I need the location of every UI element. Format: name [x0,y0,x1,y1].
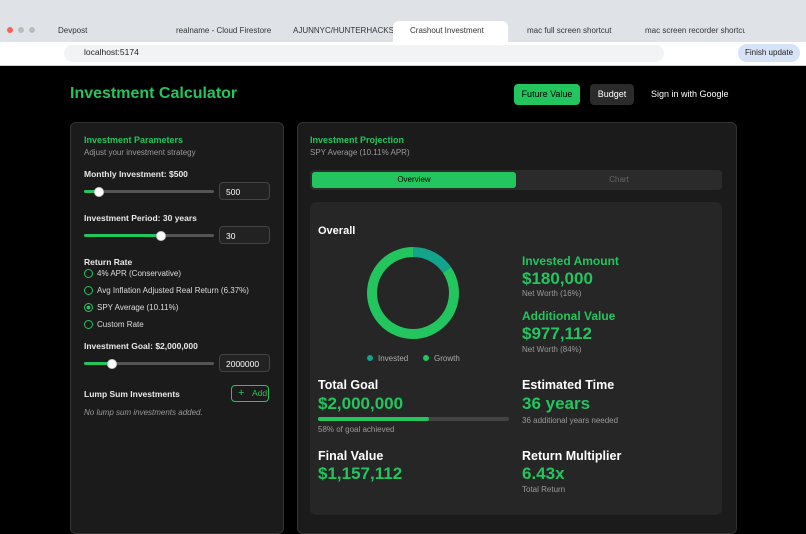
tab[interactable]: Crashout Investment [410,26,484,35]
empty-note: No lump sum investments added. [84,408,203,417]
panel-title: Investment Parameters [84,135,184,145]
stat-label: Total Goal [318,378,379,392]
field-label: Monthly Investment: $500 [84,169,188,179]
stat-value: $2,000,000 [318,394,404,413]
field-label: Investment Goal: $2,000,000 [84,341,198,351]
legend-dot [423,355,429,361]
stat-note: 58% of goal achieved [318,425,395,434]
radio[interactable] [84,320,93,329]
tab-bar: Devpost realname - Cloud Firestore AJUNN… [0,0,806,42]
stat-label: Return Multiplier [522,449,622,463]
progress-track [318,417,509,421]
slider[interactable] [84,231,214,241]
nav-button[interactable]: Future Value [514,84,580,105]
stat-label: Additional Value [522,309,616,323]
radio[interactable] [84,269,93,278]
stat-label: Final Value [318,449,384,463]
radio-label[interactable]: Avg Inflation Adjusted Real Return (6.37… [97,286,249,295]
panel-subtitle: Adjust your investment strategy [84,148,196,157]
plus-icon: + [238,387,245,399]
donut-segment [367,247,459,339]
tab[interactable]: Chart [609,175,629,184]
stat-note: Net Worth (16%) [522,289,582,298]
tab[interactable]: mac screen recorder shortcut [645,26,745,35]
stat-value: 36 years [522,394,591,413]
field-label: Investment Period: 30 years [84,213,197,223]
radio[interactable] [84,286,93,295]
app-title: Investment Calculator [70,85,238,102]
number-input[interactable]: 2000000 [219,354,270,372]
radio-label[interactable]: SPY Average (10.11%) [97,303,179,312]
field-label: Return Rate [84,257,133,267]
legend-label: Invested [378,354,408,363]
stat-note: Net Worth (84%) [522,345,582,354]
tab-active[interactable]: Overview [312,172,516,188]
slider[interactable] [84,359,214,369]
number-input[interactable]: 500 [219,182,270,200]
overview-card [310,202,722,515]
update-button[interactable]: Finish update [738,44,800,62]
legend-label: Growth [434,354,460,363]
stat-value: $180,000 [522,269,593,288]
active-tab [393,21,508,42]
donut-segment [412,247,452,274]
radio-label[interactable]: 4% APR (Conservative) [97,269,182,278]
panel-title: Investment Projection [310,135,405,145]
tab[interactable]: realname - Cloud Firestore [176,26,272,35]
section-title: Overall [318,225,356,237]
add-button[interactable]: Add [231,385,269,402]
panel-subtitle: SPY Average (10.11% APR) [310,148,410,157]
radio-selected[interactable] [84,303,93,312]
nav-button[interactable]: Budget [590,84,634,105]
stat-label: Invested Amount [522,254,619,268]
stat-note: Total Return [522,485,566,494]
tab[interactable]: AJUNNYC/HUNTERHACKS [293,26,393,35]
radio-label[interactable]: Custom Rate [97,320,144,329]
stat-value: $1,157,112 [318,464,403,483]
omnibox[interactable] [64,45,664,62]
stat-note: 36 additional years needed [522,416,619,425]
min-dot[interactable] [18,27,24,33]
stat-value: $977,112 [522,324,592,343]
field-label: Lump Sum Investments [84,389,180,399]
tab[interactable]: Devpost [58,26,88,35]
max-dot[interactable] [29,27,35,33]
legend-dot [367,355,373,361]
donut-chart: Invested Growth [367,247,460,363]
close-dot[interactable] [7,27,13,33]
stat-value: 6.43x [522,464,565,483]
url[interactable]: localhost:5174 [84,47,139,57]
sign-in[interactable]: Sign in with Google [651,89,729,99]
stat-label: Estimated Time [522,378,615,392]
tab[interactable]: mac full screen shortcut [527,26,612,35]
address-bar: localhost:5174 Finish update [0,42,806,66]
number-input[interactable]: 30 [219,226,270,244]
slider[interactable] [84,187,214,197]
